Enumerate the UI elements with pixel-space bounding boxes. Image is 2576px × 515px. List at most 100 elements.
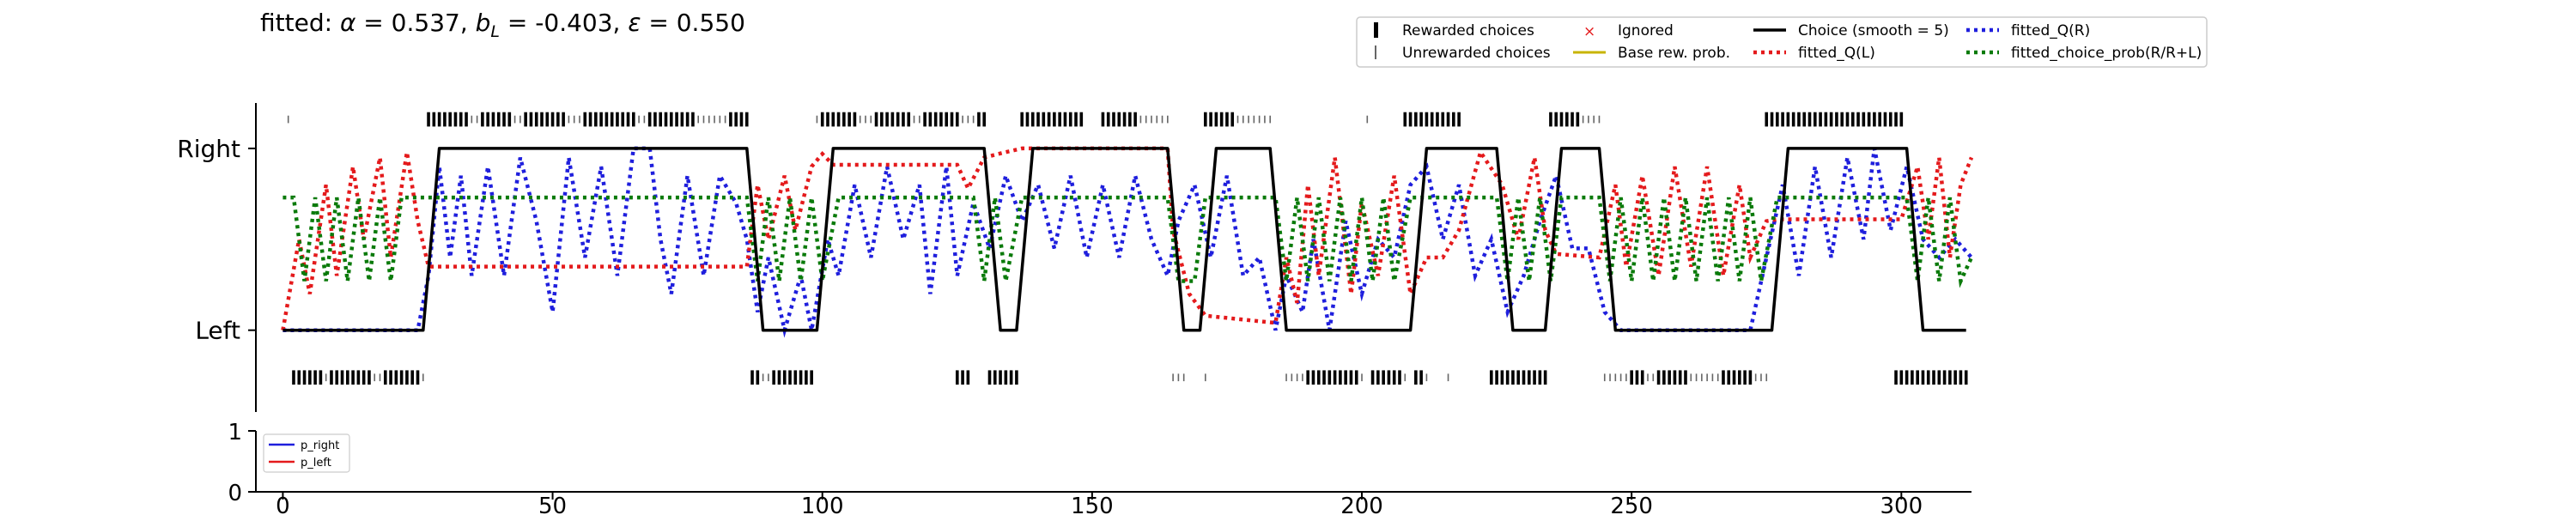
x-ticks: 0 50 100 150 200 250 300 xyxy=(276,492,1923,515)
unrewarded-right-tick xyxy=(471,115,473,124)
unrewarded-right-tick xyxy=(1236,115,1239,124)
rewarded-right-tick xyxy=(977,112,981,127)
rewarded-left-tick xyxy=(313,370,317,385)
rewarded-right-tick xyxy=(605,112,609,127)
unrewarded-left-tick xyxy=(1625,373,1627,382)
rewarded-right-tick xyxy=(842,112,846,127)
rewarded-right-tick xyxy=(550,112,555,127)
unrewarded-left-tick xyxy=(379,373,381,382)
rewarded-left-tick xyxy=(330,370,333,385)
unrewarded-left-tick xyxy=(1447,373,1449,382)
unrewarded-right-tick xyxy=(1366,115,1369,124)
rewarded-left-tick xyxy=(1894,370,1898,385)
rewarded-left-tick xyxy=(1630,370,1633,385)
rewarded-right-tick xyxy=(507,112,512,127)
unrewarded-left-tick xyxy=(1182,373,1185,382)
rewarded-right-tick xyxy=(853,112,857,127)
left-choice-ticks xyxy=(292,370,1968,385)
rewarded-left-tick xyxy=(955,370,959,385)
unrewarded-left-tick xyxy=(1614,373,1617,382)
rewarded-right-tick xyxy=(1873,112,1876,127)
unrewarded-right-tick xyxy=(708,115,710,124)
rewarded-left-tick xyxy=(1673,370,1677,385)
unrewarded-left-tick xyxy=(1695,373,1698,382)
rewarded-right-tick xyxy=(928,112,933,127)
unrewarded-right-tick xyxy=(1588,115,1589,124)
unrewarded-left-tick xyxy=(1690,373,1692,382)
rewarded-left-tick xyxy=(1722,370,1725,385)
rewarded-left-tick xyxy=(292,370,295,385)
rewarded-left-tick xyxy=(961,370,964,385)
rewarded-left-tick xyxy=(756,370,760,385)
rewarded-left-tick xyxy=(810,370,813,385)
unrewarded-right-tick xyxy=(643,115,646,124)
rewarded-left-tick xyxy=(1678,370,1682,385)
rewarded-right-tick xyxy=(1899,112,1904,127)
rewarded-right-tick xyxy=(955,112,959,127)
rewarded-left-tick xyxy=(1349,370,1353,385)
rewarded-right-tick xyxy=(1025,112,1030,127)
unrewarded-right-tick xyxy=(1264,115,1266,124)
rewarded-left-tick xyxy=(750,370,754,385)
rewarded-left-tick xyxy=(1662,370,1666,385)
rewarded-right-tick xyxy=(1106,112,1110,127)
unrewarded-right-tick xyxy=(913,115,915,124)
rewarded-right-tick xyxy=(826,112,829,127)
rewarded-right-tick xyxy=(907,112,911,127)
legend-p-right-label: p_right xyxy=(301,439,339,452)
rewarded-right-tick xyxy=(1225,112,1229,127)
unrewarded-right-tick xyxy=(859,115,861,124)
rewarded-right-tick xyxy=(933,112,938,127)
unrewarded-left-tick xyxy=(1302,373,1303,382)
rewarded-left-tick xyxy=(805,370,808,385)
rewarded-right-tick xyxy=(1850,112,1855,127)
unrewarded-right-tick xyxy=(1161,115,1163,124)
choice-y-tick-label: Right xyxy=(177,135,240,163)
unrewarded-right-tick xyxy=(870,115,872,124)
rewarded-right-tick xyxy=(610,112,614,127)
unrewarded-right-tick xyxy=(865,115,866,124)
rewarded-left-tick xyxy=(782,370,787,385)
unrewarded-left-tick xyxy=(1706,373,1708,382)
rewarded-left-tick xyxy=(1490,370,1493,385)
legend: Rewarded choices Unrewarded choices × Ig… xyxy=(1356,16,2208,68)
rewarded-right-tick xyxy=(583,112,587,127)
rewarded-right-tick xyxy=(885,112,889,127)
unrewarded-left-tick xyxy=(1754,373,1757,382)
rewarded-right-tick xyxy=(1791,112,1795,127)
rewarded-right-tick xyxy=(1797,112,1801,127)
rewarded-left-tick xyxy=(399,370,404,385)
unrewarded-right-tick xyxy=(579,115,580,124)
rewarded-left-tick xyxy=(1354,370,1358,385)
unrewarded-right-tick xyxy=(573,115,575,124)
unrewarded-right-tick xyxy=(967,115,969,124)
rewarded-left-tick xyxy=(340,370,344,385)
unrewarded-left-tick xyxy=(1711,373,1714,382)
rewarded-left-tick xyxy=(356,370,361,385)
rewarded-right-tick xyxy=(1576,112,1580,127)
rewarded-left-tick xyxy=(1327,370,1332,385)
probability-y-ticks: 01 xyxy=(228,420,256,506)
rewarded-right-tick xyxy=(1036,112,1040,127)
rewarded-left-tick xyxy=(361,370,366,385)
rewarded-right-tick xyxy=(1219,112,1224,127)
rewarded-right-tick xyxy=(594,112,598,127)
probability-y-tick-label: 1 xyxy=(228,420,242,445)
unrewarded-left-tick xyxy=(1647,373,1649,382)
unrewarded-right-tick xyxy=(816,115,818,124)
rewarded-left-tick xyxy=(1015,370,1018,385)
rewarded-left-tick xyxy=(368,370,371,385)
rewarded-left-tick xyxy=(1656,370,1661,385)
rewarded-left-tick xyxy=(1911,370,1914,385)
choice-smooth-line xyxy=(283,147,1966,332)
unrewarded-left-tick xyxy=(1760,373,1762,382)
unrewarded-right-tick xyxy=(719,115,721,124)
rewarded-left-tick xyxy=(346,370,349,385)
unrewarded-right-tick xyxy=(972,115,975,124)
legend-ignored-marker: × xyxy=(1583,23,1595,40)
fitted-q-right-line xyxy=(283,146,1973,338)
rewarded-right-tick xyxy=(939,112,943,127)
unrewarded-right-tick xyxy=(1253,115,1255,124)
rewarded-right-tick xyxy=(1819,112,1822,127)
